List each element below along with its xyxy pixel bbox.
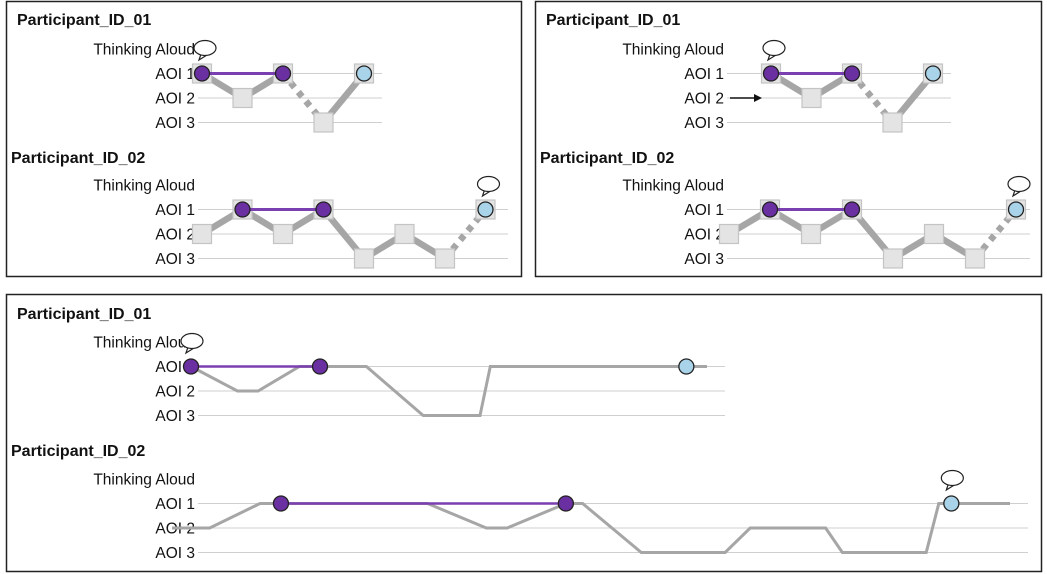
aoi-square xyxy=(353,248,375,269)
panel-frame-bottom xyxy=(5,293,1043,573)
row-label: AOI 3 xyxy=(155,545,195,562)
speech-bubble-body xyxy=(762,39,786,57)
row-label: AOI 1 xyxy=(684,66,724,83)
fixation-dark xyxy=(315,201,332,218)
aoi-square xyxy=(191,223,213,245)
aoi-square xyxy=(718,223,740,245)
row-label: Thinking Aloud xyxy=(93,472,195,489)
aoi-square xyxy=(882,112,903,133)
panel-frame-top-right xyxy=(534,0,1043,278)
speech-bubble-body xyxy=(193,39,217,57)
speech-bubble-body xyxy=(180,332,204,350)
row-label: AOI 2 xyxy=(684,227,724,244)
speech-bubble-icon xyxy=(762,39,786,62)
speech-bubble-icon xyxy=(180,332,204,355)
row-label: Thinking Aloud xyxy=(622,42,724,59)
aoi-square xyxy=(800,223,822,245)
participant-title: Participant_ID_02 xyxy=(11,443,145,460)
aoi-square xyxy=(801,87,822,109)
speech-bubble-body xyxy=(476,175,501,193)
fixation-light xyxy=(355,65,373,82)
participant-block: Participant_ID_01 Thinking Aloud AOI 1 AOI … xyxy=(546,12,951,133)
participant-title: Participant_ID_02 xyxy=(11,150,145,167)
speech-bubble-body xyxy=(1007,175,1031,193)
fixation-light xyxy=(477,201,494,218)
aoi-square xyxy=(394,223,415,245)
row-label: AOI 3 xyxy=(684,251,724,268)
fixation-dark xyxy=(274,65,292,82)
fixation-dark xyxy=(843,65,861,82)
aoi-square xyxy=(923,223,945,245)
participant-title: Participant_ID_02 xyxy=(540,150,674,167)
row-label: AOI 2 xyxy=(684,91,724,108)
participant-title: Participant_ID_01 xyxy=(17,12,151,29)
participant-block: Participant_ID_02 Thinking Aloud AOI 1 AOI … xyxy=(11,150,508,269)
speech-bubble-body xyxy=(940,469,964,487)
fixation-dark xyxy=(557,495,575,512)
row-label: AOI 1 xyxy=(155,202,195,219)
panel-frame-top-left xyxy=(5,0,523,278)
fixation-dark xyxy=(182,358,200,375)
participant-block: Participant_ID_02 Thinking Aloud AOI 1 AOI … xyxy=(11,443,1028,562)
fixation-dark xyxy=(272,495,290,512)
fixation-dark xyxy=(234,201,251,218)
row-label: AOI 3 xyxy=(155,251,195,268)
participant-title: Participant_ID_01 xyxy=(546,12,680,29)
fixation-light xyxy=(924,65,942,82)
speech-bubble-icon xyxy=(1007,175,1031,198)
participant-block: Participant_ID_02 Thinking Aloud AOI 1 AOI … xyxy=(540,150,1031,269)
speech-bubble-icon xyxy=(193,39,217,62)
fixation-dark xyxy=(311,358,329,375)
row-label: Thinking Aloud xyxy=(93,42,195,59)
arrow-head-icon xyxy=(754,94,762,102)
aoi-square xyxy=(434,248,456,269)
fixation-dark xyxy=(762,65,780,82)
panel-bottom: Participant_ID_01 Thinking Aloud AOI 1 AOI … xyxy=(11,306,1028,562)
row-label: AOI 2 xyxy=(155,384,195,401)
fixation-light xyxy=(1007,201,1025,218)
panel-top-right: Participant_ID_01 Thinking Aloud AOI 1 AOI … xyxy=(540,12,1031,269)
speech-bubble-icon xyxy=(940,469,964,492)
panel-top-left: Participant_ID_01 Thinking Aloud AOI 1 AOI … xyxy=(11,12,508,269)
gaze-timeline xyxy=(190,365,707,417)
speech-bubble-icon xyxy=(476,175,501,198)
row-label: AOI 2 xyxy=(155,227,195,244)
row-label: Thinking Aloud xyxy=(622,178,724,195)
row-label: AOI 3 xyxy=(155,408,195,425)
fixation-light xyxy=(678,358,695,375)
row-label: AOI 3 xyxy=(155,115,195,132)
fixation-dark xyxy=(843,201,861,218)
aoi-square xyxy=(313,112,334,133)
aoi-square xyxy=(232,87,253,109)
row-label: AOI 3 xyxy=(684,115,724,132)
row-label: AOI 1 xyxy=(155,496,195,513)
fixation-dark xyxy=(193,65,211,82)
aoi-square xyxy=(272,223,294,245)
aoi-square xyxy=(964,248,986,269)
row-label: AOI 2 xyxy=(155,91,195,108)
participant-title: Participant_ID_01 xyxy=(17,306,151,323)
participant-block: Participant_ID_01 Thinking Aloud AOI 1 AOI … xyxy=(17,12,382,133)
row-label: AOI 1 xyxy=(684,202,724,219)
row-label: Thinking Aloud xyxy=(93,335,195,352)
fixation-dark xyxy=(761,201,779,218)
row-label: Thinking Aloud xyxy=(93,178,195,195)
row-label: AOI 1 xyxy=(155,66,195,83)
aoi-square xyxy=(882,248,904,269)
fixation-light xyxy=(943,495,960,512)
